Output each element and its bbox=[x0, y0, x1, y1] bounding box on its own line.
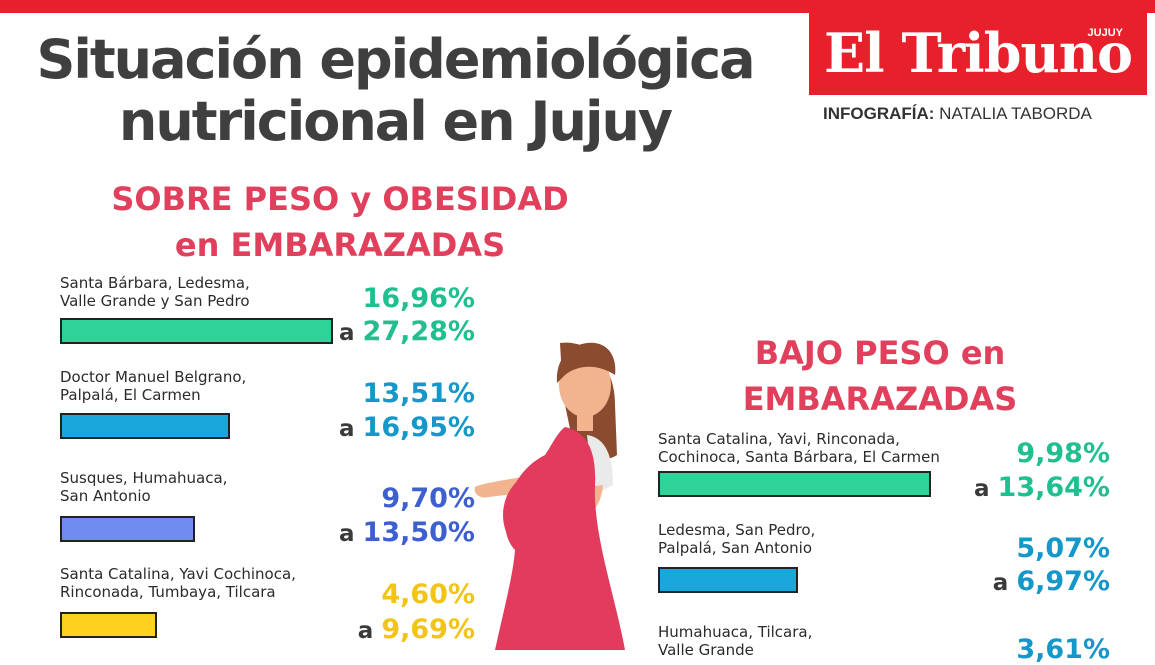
range-high-value: 13,50% bbox=[362, 517, 475, 548]
neck bbox=[577, 413, 593, 431]
bar-category-label: Doctor Manuel Belgrano, Palpalá, El Carme… bbox=[60, 368, 246, 404]
bar bbox=[60, 318, 333, 344]
bar bbox=[60, 612, 157, 638]
range-high-label: a 9,69% bbox=[358, 614, 475, 645]
range-high-label: a 13,50% bbox=[339, 517, 475, 548]
category-label-line: Susques, Humahuaca, bbox=[60, 469, 228, 487]
bar-category-label: Santa Catalina, Yavi, Rinconada, Cochinoc… bbox=[658, 430, 940, 466]
pregnant-woman-illustration bbox=[474, 342, 625, 650]
range-connector: a bbox=[339, 416, 363, 442]
bar bbox=[60, 413, 230, 439]
el-tribuno-logo: El Tribuno JUJUY bbox=[809, 13, 1147, 95]
range-high-label: a 6,97% bbox=[993, 566, 1110, 597]
range-low-label: 4,60% bbox=[381, 579, 475, 610]
category-label-line: Santa Catalina, Yavi Cochinoca, bbox=[60, 565, 296, 583]
category-label-line: Ledesma, San Pedro, bbox=[658, 521, 816, 539]
belly bbox=[503, 469, 591, 561]
bar-category-label: Humahuaca, Tilcara, Valle Grande bbox=[658, 623, 812, 659]
range-connector: a bbox=[357, 618, 382, 644]
bar bbox=[658, 471, 931, 497]
category-label-line: Palpalá, El Carmen bbox=[60, 386, 201, 404]
category-label-line: Santa Bárbara, Ledesma, bbox=[60, 274, 250, 292]
bar-category-label: Santa Bárbara, Ledesma, Valle Grande y Sa… bbox=[60, 274, 250, 310]
range-high-value: 16,95% bbox=[362, 412, 475, 443]
range-high-value: 9,69% bbox=[381, 614, 475, 645]
range-high-value: 6,97% bbox=[1016, 566, 1110, 597]
category-label-line: Valle Grande y San Pedro bbox=[60, 292, 250, 310]
underweight-section-title-1: BAJO PESO en bbox=[754, 334, 1006, 372]
category-label-line: Cochinoca, Santa Bárbara, El Carmen bbox=[658, 448, 940, 466]
category-label-line: Rinconada, Tumbaya, Tilcara bbox=[60, 583, 276, 601]
logo-subtitle: JUJUY bbox=[1087, 27, 1123, 39]
logo-text: El Tribuno bbox=[824, 21, 1133, 85]
overweight-section-title-2: en EMBARAZADAS bbox=[174, 226, 506, 264]
range-high-label: a 27,28% bbox=[339, 316, 475, 347]
range-low-label: 9,70% bbox=[381, 483, 475, 514]
page-title-line-2: nutricional en Jujuy bbox=[118, 90, 673, 153]
range-low-label: 9,98% bbox=[1016, 438, 1110, 469]
range-high-value: 13,64% bbox=[997, 472, 1110, 503]
hair-front bbox=[556, 342, 616, 383]
range-low-label: 13,51% bbox=[362, 378, 475, 409]
range-high-label: a 13,64% bbox=[974, 472, 1110, 503]
overweight-section-title-1: SOBRE PESO y OBESIDAD bbox=[111, 180, 569, 218]
category-label-line: Doctor Manuel Belgrano, bbox=[60, 368, 247, 386]
top-accent-bar bbox=[0, 0, 1155, 13]
credit-label: INFOGRAFÍA: bbox=[823, 104, 935, 123]
range-high-label: a 16,95% bbox=[339, 412, 475, 443]
range-high-value: 27,28% bbox=[362, 316, 475, 347]
infographic-credit: INFOGRAFÍA: NATALIA TABORDA bbox=[823, 104, 1092, 124]
range-connector: a bbox=[974, 476, 998, 502]
category-label-line: San Antonio bbox=[60, 487, 151, 505]
range-connector: a bbox=[339, 320, 363, 346]
underweight-section-title-2: EMBARAZADAS bbox=[742, 380, 1018, 418]
range-connector: a bbox=[992, 570, 1017, 596]
bar-category-label: Ledesma, San Pedro, Palpalá, San Antonio bbox=[658, 521, 815, 557]
category-label-line: Palpalá, San Antonio bbox=[658, 539, 813, 557]
page-title-line-1: Situación epidemiológica bbox=[36, 28, 755, 91]
category-label-line: Santa Catalina, Yavi, Rinconada, bbox=[658, 430, 900, 448]
category-label-line: Valle Grande bbox=[658, 641, 754, 659]
bar-category-label: Susques, Humahuaca, San Antonio bbox=[60, 469, 227, 505]
category-label-line: Humahuaca, Tilcara, bbox=[658, 623, 813, 641]
range-low-label: 16,96% bbox=[362, 283, 475, 314]
bar-category-label: Santa Catalina, Yavi Cochinoca, Rinconada… bbox=[60, 565, 296, 601]
range-connector: a bbox=[339, 521, 363, 547]
bar bbox=[658, 567, 798, 593]
range-low-label: 5,07% bbox=[1016, 533, 1110, 564]
bar bbox=[60, 516, 195, 542]
credit-name: NATALIA TABORDA bbox=[939, 104, 1092, 123]
